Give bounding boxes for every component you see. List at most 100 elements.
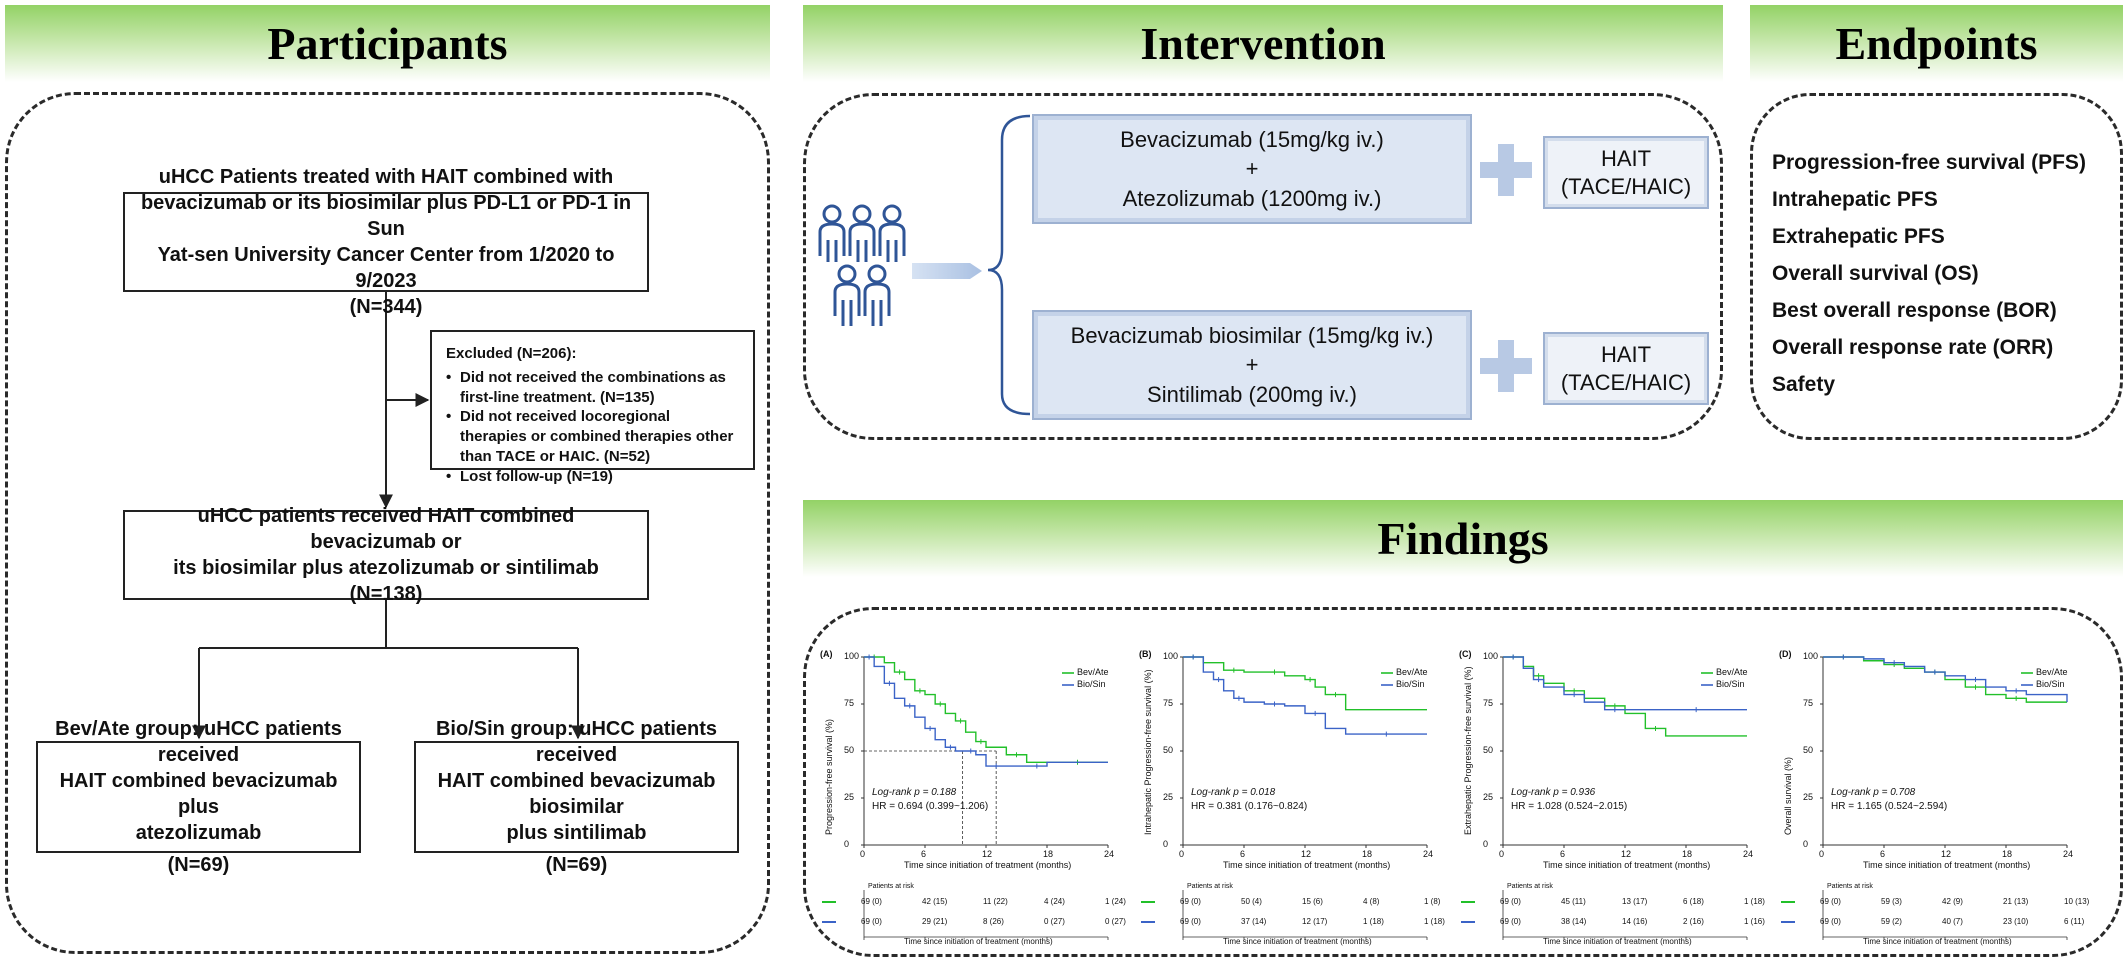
km-curve xyxy=(1183,656,1427,711)
bracket-connector xyxy=(987,114,1031,416)
group-count: (N=69) xyxy=(545,854,608,876)
panel-label: (D) xyxy=(1779,649,1792,659)
x-tick-label: 12 xyxy=(1301,849,1312,859)
stat-hr: HR = 1.165 (0.524~2.594) xyxy=(1831,801,1948,812)
group-line: Bev/Ate group: uHCC patients received xyxy=(55,718,342,766)
bio-sin-group-box: Bio/Sin group: uHCC patients received HA… xyxy=(414,718,739,876)
legend-label: Bio/Sin xyxy=(1077,679,1106,689)
group-line: HAIT combined bevacizumab plus xyxy=(59,770,338,818)
risk-cell: 69 (0) xyxy=(861,897,882,906)
legend-label: Bev/Ate xyxy=(1716,667,1748,677)
group-line: atezolizumab xyxy=(135,822,262,844)
y-tick-label: 0 xyxy=(1483,839,1489,849)
endpoint-item: Safety xyxy=(1772,373,1836,396)
legend-label: Bev/Ate xyxy=(1396,667,1428,677)
y-tick-label: 25 xyxy=(1163,792,1174,802)
bev-ate-group-box: Bev/Ate group: uHCC patients received HA… xyxy=(36,718,361,876)
arm2-hait: HAIT xyxy=(1600,342,1652,367)
x-tick-label: 24 xyxy=(1743,849,1754,859)
km-plot xyxy=(1461,654,1748,940)
risk-cell: 69 (0) xyxy=(1820,897,1841,906)
km-plot xyxy=(822,654,1109,940)
risk-cell: 0 (27) xyxy=(1105,917,1126,926)
y-tick-label: 50 xyxy=(1483,745,1494,755)
x-axis-label: Time since initiation of treatment (mont… xyxy=(1863,860,2031,870)
y-tick-label: 75 xyxy=(1803,698,1814,708)
km-plot xyxy=(1141,654,1428,940)
y-tick-label: 0 xyxy=(844,839,850,849)
y-tick-label: 75 xyxy=(1483,698,1494,708)
risk-cell: 40 (7) xyxy=(1942,917,1963,926)
risk-table-title: Patients at risk xyxy=(1827,883,1873,890)
endpoint-item: Best overall response (BOR) xyxy=(1772,299,2057,322)
x-tick-label: 6 xyxy=(1240,849,1246,859)
risk-cell: 45 (11) xyxy=(1561,897,1586,906)
risk-cell: 1 (18) xyxy=(1424,917,1445,926)
arrow-right-icon xyxy=(912,263,982,279)
arm1-plus-text: + xyxy=(1245,156,1259,182)
risk-cell: 42 (9) xyxy=(1942,897,1963,906)
intervention-title: Intervention xyxy=(1140,18,1386,69)
risk-cell: 69 (0) xyxy=(1820,917,1841,926)
panel-label: (C) xyxy=(1459,649,1472,659)
risk-cell: 11 (22) xyxy=(983,897,1008,906)
risk-cell: 2 (16) xyxy=(1683,917,1704,926)
intervention-frame xyxy=(803,93,1723,440)
risk-table-title: Patients at risk xyxy=(868,883,914,890)
legend-label: Bio/Sin xyxy=(2036,679,2065,689)
stat-hr: HR = 0.381 (0.176~0.824) xyxy=(1191,801,1308,812)
y-axis-label: Overall survival (%) xyxy=(1783,756,1793,835)
risk-cell: 69 (0) xyxy=(1180,917,1201,926)
x-tick-label: 24 xyxy=(1423,849,1434,859)
x-tick-label: 0 xyxy=(1499,849,1505,859)
endpoint-item: Extrahepatic PFS xyxy=(1772,225,1945,248)
x-tick-label: 0 xyxy=(1179,849,1185,859)
y-axis-label: Intrahepatic Progression-free survival (… xyxy=(1143,669,1153,835)
group-line: plus sintilimab xyxy=(506,822,647,844)
findings-title: Findings xyxy=(1377,513,1549,564)
y-tick-label: 100 xyxy=(1803,651,1819,661)
intervention-header: Intervention xyxy=(803,5,1723,82)
risk-cell: 4 (24) xyxy=(1044,897,1065,906)
risk-cell: 1 (18) xyxy=(1363,917,1384,926)
median-line xyxy=(864,750,997,845)
risk-cell: 12 (17) xyxy=(1302,917,1328,926)
y-tick-label: 50 xyxy=(844,745,855,755)
x-tick-label: 12 xyxy=(1941,849,1952,859)
y-tick-label: 75 xyxy=(844,698,855,708)
y-tick-label: 25 xyxy=(844,792,855,802)
plus-icon xyxy=(1480,340,1532,392)
risk-cell: 1 (18) xyxy=(1744,897,1765,906)
risk-cell: 1 (16) xyxy=(1744,917,1765,926)
people-group-icon xyxy=(818,204,906,326)
y-tick-label: 100 xyxy=(1163,651,1179,661)
legend-label: Bio/Sin xyxy=(1716,679,1745,689)
km-panel-d: 0 6 12 18 24 0 25 50 75 100 Bev/Ate Bio/Sin (D) Overa… xyxy=(1777,645,2097,946)
risk-x-axis-label: Time since initiation of treatment (mont… xyxy=(1543,937,1692,946)
screening-line: Yat-sen University Cancer Center from 1/… xyxy=(157,244,615,292)
endpoint-item: Intrahepatic PFS xyxy=(1772,188,1938,211)
risk-cell: 1 (8) xyxy=(1424,897,1441,906)
legend-label: Bev/Ate xyxy=(1077,667,1109,677)
risk-cell: 23 (10) xyxy=(2003,917,2029,926)
findings-header: Findings xyxy=(803,500,2123,577)
risk-cell: 6 (11) xyxy=(2064,917,2085,926)
x-axis-label: Time since initiation of treatment (mont… xyxy=(1543,860,1711,870)
y-axis-label: Progression-free survival (%) xyxy=(824,718,834,835)
stat-hr: HR = 0.694 (0.399~1.206) xyxy=(872,801,989,812)
risk-table-title: Patients at risk xyxy=(1507,883,1553,890)
risk-cell: 38 (14) xyxy=(1561,917,1587,926)
participants-frame xyxy=(5,92,770,954)
x-tick-label: 6 xyxy=(1880,849,1886,859)
x-tick-label: 0 xyxy=(860,849,866,859)
arm2-hait-box: HAIT (TACE/HAIC) xyxy=(1543,332,1709,405)
y-tick-label: 0 xyxy=(1803,839,1809,849)
x-tick-label: 24 xyxy=(1104,849,1115,859)
x-tick-label: 18 xyxy=(1362,849,1373,859)
received-box: uHCC patients received HAIT combined bev… xyxy=(123,505,649,605)
risk-cell: 69 (0) xyxy=(1500,897,1521,906)
arm1-hait-box: HAIT (TACE/HAIC) xyxy=(1543,136,1709,209)
screening-line: bevacizumab or its biosimilar plus PD-L1… xyxy=(140,192,632,240)
risk-cell: 15 (6) xyxy=(1302,897,1323,906)
excluded-reason: Did not received locoregional therapies … xyxy=(446,407,739,466)
